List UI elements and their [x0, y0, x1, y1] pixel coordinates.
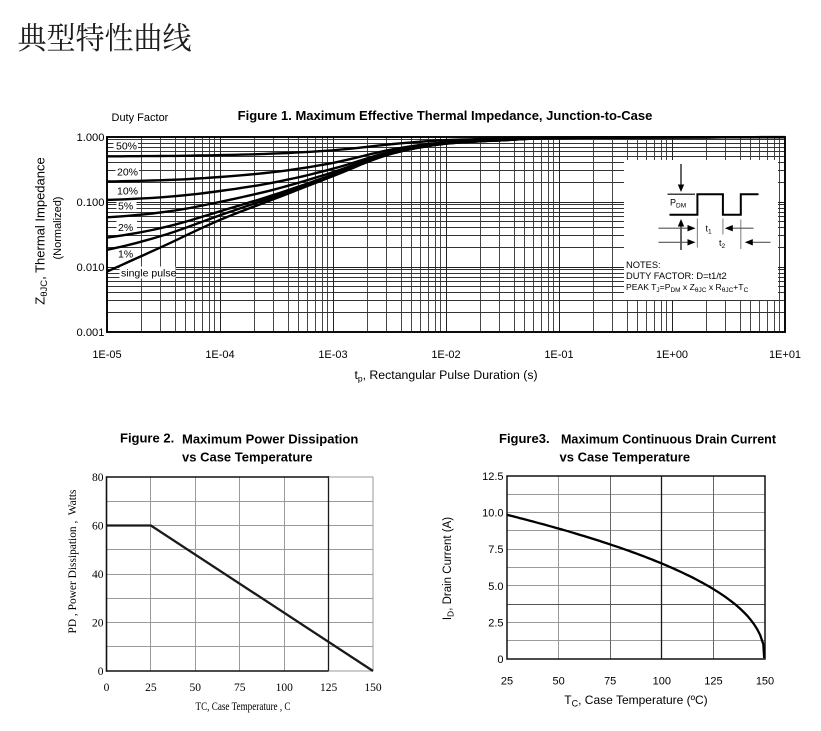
- svg-text:ID, Drain Current (A): ID, Drain Current (A): [442, 517, 455, 620]
- svg-text:100: 100: [276, 682, 294, 694]
- svg-text:50%: 50%: [116, 141, 137, 153]
- svg-text:0: 0: [497, 654, 503, 666]
- svg-text:60: 60: [92, 521, 104, 533]
- svg-text:1E-03: 1E-03: [318, 349, 347, 361]
- svg-text:100: 100: [653, 676, 671, 688]
- svg-text:10.0: 10.0: [482, 508, 503, 520]
- svg-text:1%: 1%: [118, 249, 133, 261]
- svg-text:ZθJC, Thermal Impedance: ZθJC, Thermal Impedance: [33, 157, 51, 304]
- svg-text:Duty Factor: Duty Factor: [112, 112, 169, 124]
- svg-text:0: 0: [98, 666, 104, 678]
- svg-text:75: 75: [604, 676, 616, 688]
- svg-text:20%: 20%: [117, 167, 138, 179]
- svg-text:TC, Case Temperature , C: TC, Case Temperature , C: [196, 699, 291, 713]
- svg-text:2.5: 2.5: [488, 617, 503, 629]
- svg-text:t2: t2: [719, 238, 726, 250]
- svg-text:0: 0: [104, 682, 110, 694]
- svg-text:1E-02: 1E-02: [431, 349, 460, 361]
- svg-text:7.5: 7.5: [488, 544, 503, 556]
- svg-text:1E+00: 1E+00: [656, 349, 688, 361]
- svg-text:Maximum Continuous Drain Curre: Maximum Continuous Drain Current: [561, 431, 777, 446]
- svg-text:PD , Power Dissipation , Watt: PD , Power Dissipation , Watts: [65, 489, 79, 633]
- svg-text:0.010: 0.010: [77, 262, 105, 274]
- svg-text:t1: t1: [706, 224, 713, 236]
- svg-text:25: 25: [501, 676, 513, 688]
- svg-text:1E+01: 1E+01: [769, 349, 801, 361]
- svg-text:50: 50: [552, 676, 564, 688]
- svg-text:1E-01: 1E-01: [544, 349, 573, 361]
- svg-text:12.5: 12.5: [482, 471, 503, 483]
- svg-text:125: 125: [704, 676, 722, 688]
- svg-text:1E-05: 1E-05: [92, 349, 121, 361]
- svg-text:5.0: 5.0: [488, 581, 503, 593]
- svg-text:DUTY FACTOR: D=t1/t2: DUTY FACTOR: D=t1/t2: [626, 271, 727, 281]
- svg-text:TC, Case Temperature (ºC): TC, Case Temperature (ºC): [564, 693, 707, 709]
- svg-text:single pulse: single pulse: [121, 268, 177, 280]
- svg-text:10%: 10%: [117, 186, 138, 198]
- svg-text:40: 40: [92, 569, 104, 581]
- svg-text:150: 150: [364, 682, 382, 694]
- svg-text:50: 50: [190, 682, 202, 694]
- svg-text:0.001: 0.001: [77, 327, 105, 339]
- svg-text:Figure3.: Figure3.: [499, 431, 550, 446]
- svg-text:1.000: 1.000: [77, 132, 105, 144]
- svg-text:Maximum Power Dissipation: Maximum Power Dissipation: [182, 431, 358, 446]
- svg-text:80: 80: [92, 472, 104, 484]
- svg-text:vs Case Temperature: vs Case Temperature: [182, 450, 313, 465]
- svg-text:5%: 5%: [118, 201, 133, 213]
- svg-text:0.100: 0.100: [77, 197, 105, 209]
- svg-text:25: 25: [145, 682, 157, 694]
- svg-text:PEAK TJ=PDM x ZθJC x RθJC+TC: PEAK TJ=PDM x ZθJC x RθJC+TC: [626, 282, 749, 294]
- svg-text:75: 75: [234, 682, 246, 694]
- svg-text:Figure 1. Maximum Effective Th: Figure 1. Maximum Effective Thermal Impe…: [238, 108, 653, 123]
- svg-text:NOTES:: NOTES:: [626, 260, 661, 270]
- svg-text:Figure 2.: Figure 2.: [120, 431, 174, 446]
- svg-text:2%: 2%: [118, 222, 133, 234]
- svg-text:tp, Rectangular Pulse Duration: tp, Rectangular Pulse Duration (s): [354, 368, 537, 384]
- svg-text:150: 150: [756, 676, 774, 688]
- svg-text:125: 125: [320, 682, 338, 694]
- svg-text:1E-04: 1E-04: [205, 349, 234, 361]
- svg-text:vs Case Temperature: vs Case Temperature: [560, 450, 691, 465]
- svg-text:(Normalized): (Normalized): [52, 197, 64, 260]
- svg-text:20: 20: [92, 618, 104, 630]
